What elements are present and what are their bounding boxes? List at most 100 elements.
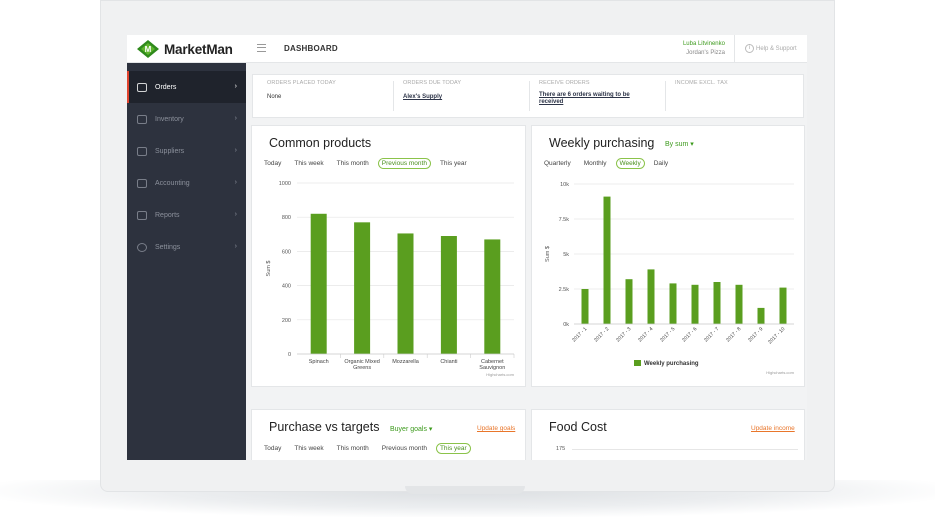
y-tick-label: 2.5k xyxy=(559,287,570,293)
x-tick-label: 2017 - 4 xyxy=(637,326,654,343)
bar xyxy=(310,213,327,354)
y-tick-label: 800 xyxy=(282,215,291,221)
bar xyxy=(625,279,633,324)
tab-this-month[interactable]: This month xyxy=(336,160,369,167)
tab-monthly[interactable]: Monthly xyxy=(583,160,607,167)
tab-this-week[interactable]: This week xyxy=(294,160,324,167)
x-tick-label: Chianti xyxy=(440,359,457,365)
user-company: Jordan's Pizza xyxy=(686,50,725,56)
sidebar-item-accounting[interactable]: Accounting › xyxy=(127,167,246,199)
truck-icon xyxy=(137,146,147,156)
tab-quarterly[interactable]: Quarterly xyxy=(544,160,571,167)
y-tick-label: 0 xyxy=(288,352,291,358)
sidebar-item-suppliers[interactable]: Suppliers › xyxy=(127,135,246,167)
summary-label: ORDERS DUE TODAY xyxy=(403,80,462,86)
card-title: Weekly purchasing xyxy=(549,136,655,150)
sidebar-item-settings[interactable]: Settings › xyxy=(127,231,246,263)
y-tick-label: 7.5k xyxy=(559,217,570,223)
weekly-purchasing-chart: 0k 2.5k 5k 7.5k 10k Sum $ 2017 - 1 2017 - 2 2017… xyxy=(545,182,795,375)
tab-daily[interactable]: Daily xyxy=(653,160,669,167)
ledger-icon xyxy=(137,178,147,188)
tab-this-week[interactable]: This week xyxy=(294,445,324,452)
card-title: Food Cost xyxy=(549,420,607,434)
chevron-right-icon: › xyxy=(234,243,237,250)
bar xyxy=(691,284,699,324)
update-income-link[interactable]: Update income xyxy=(751,425,795,432)
x-tick-label: 2017 - 3 xyxy=(615,326,632,343)
sum-dropdown[interactable]: By sum xyxy=(665,140,694,148)
card-title: Common products xyxy=(269,136,372,150)
orders-due-link[interactable]: Alex's Supply xyxy=(403,94,443,100)
app-screen: M MarketMan DASHBOARD Luba Litvinenko Jo… xyxy=(127,35,807,460)
y-tick-label: 600 xyxy=(282,249,291,255)
x-tick-label: Mozzarella xyxy=(392,359,420,365)
bar-chart-icon xyxy=(137,210,147,220)
laptop-notch xyxy=(405,486,525,494)
update-goals-link[interactable]: Update goals xyxy=(477,425,516,432)
x-tick-label: 2017 - 7 xyxy=(703,326,720,343)
chevron-right-icon: › xyxy=(234,179,237,186)
y-axis-label: Sum $ xyxy=(545,246,551,262)
chart-credit: Highcharts.com xyxy=(486,372,514,377)
x-tick-label: 2017 - 8 xyxy=(725,326,742,343)
bar xyxy=(484,239,501,354)
sidebar-item-label: Inventory xyxy=(155,115,184,123)
tab-previous-month[interactable]: Previous month xyxy=(381,445,427,452)
bar xyxy=(354,222,371,354)
summary-orders-due: ORDERS DUE TODAY Alex's Supply xyxy=(389,75,525,119)
legend-label: Weekly purchasing xyxy=(644,361,699,367)
tab-today[interactable]: Today xyxy=(264,160,282,167)
sidebar-item-reports[interactable]: Reports › xyxy=(127,199,246,231)
y-tick-label: 400 xyxy=(282,284,291,290)
x-tick-label: Cabernet Sauvignon xyxy=(479,359,505,371)
x-tick-label: 2017 - 2 xyxy=(593,326,610,343)
period-tabs: Today This week This month Previous mont… xyxy=(260,443,471,454)
food-cost-gridline xyxy=(572,449,798,450)
period-tabs: Quarterly Monthly Weekly Daily xyxy=(540,158,672,169)
sidebar-item-label: Reports xyxy=(155,211,180,219)
summary-label: RECEIVE ORDERS xyxy=(539,80,590,86)
summary-orders-placed: ORDERS PLACED TODAY None xyxy=(253,75,393,119)
tab-previous-month[interactable]: Previous month xyxy=(377,158,431,169)
summary-divider xyxy=(393,81,394,111)
period-tabs: Today This week This month Previous mont… xyxy=(260,158,471,169)
bar xyxy=(713,282,721,324)
tab-this-year[interactable]: This year xyxy=(439,160,467,167)
sidebar-item-label: Suppliers xyxy=(155,147,185,155)
purchase-targets-card: Purchase vs targets Buyer goals Update g… xyxy=(251,409,526,460)
y-axis-label: Sum $ xyxy=(266,261,272,277)
summary-label: INCOME EXCL. TAX xyxy=(675,80,728,86)
y-tick-label: 10k xyxy=(560,182,569,188)
tab-this-year[interactable]: This year xyxy=(435,443,471,454)
x-tick-label: 2017 - 9 xyxy=(747,326,764,343)
sidebar-item-label: Accounting xyxy=(155,179,190,187)
food-cost-card: Food Cost Update income 175 xyxy=(531,409,805,460)
user-account[interactable]: Luba Litvinenko Jordan's Pizza xyxy=(679,40,725,57)
svg-text:M: M xyxy=(145,45,152,54)
menu-icon[interactable] xyxy=(257,44,266,52)
tab-this-month[interactable]: This month xyxy=(336,445,369,452)
tab-today[interactable]: Today xyxy=(264,445,282,452)
topbar-divider xyxy=(734,35,735,63)
buyer-goals-dropdown[interactable]: Buyer goals xyxy=(390,425,432,433)
sidebar: Orders › Inventory › Suppliers › Account… xyxy=(127,63,246,460)
tab-weekly[interactable]: Weekly xyxy=(615,158,645,169)
x-tick-label: Organic Mixed Greens xyxy=(344,359,379,371)
sidebar-item-orders[interactable]: Orders › xyxy=(127,71,246,103)
y-tick-label: 0k xyxy=(563,322,569,328)
x-tick-label: 2017 - 6 xyxy=(681,326,698,343)
sidebar-item-inventory[interactable]: Inventory › xyxy=(127,103,246,135)
y-tick-label: 5k xyxy=(563,252,569,258)
help-link[interactable]: i Help & Support xyxy=(745,44,797,53)
receive-orders-link[interactable]: There are 6 orders waiting to be receive… xyxy=(539,92,630,105)
summary-receive-orders: RECEIVE ORDERS There are 6 orders waitin… xyxy=(525,75,665,119)
common-products-card: Common products Today This week This mon… xyxy=(251,125,526,387)
summary-divider xyxy=(529,81,530,111)
chevron-right-icon: › xyxy=(234,115,237,122)
chart-credit: Highcharts.com xyxy=(766,370,794,375)
logo[interactable]: M MarketMan xyxy=(127,35,246,63)
y-tick-label: 200 xyxy=(282,318,291,324)
main-content: ORDERS PLACED TODAY None ORDERS DUE TODA… xyxy=(246,63,807,460)
y-tick-label: 1000 xyxy=(279,181,291,187)
bar xyxy=(779,287,787,324)
